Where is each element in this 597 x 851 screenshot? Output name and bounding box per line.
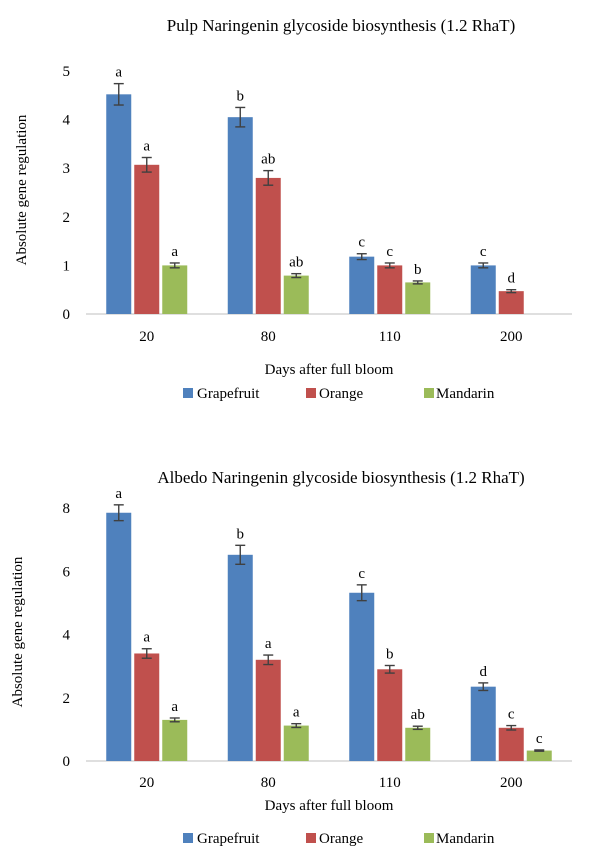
chart2-significance-label: b (386, 646, 394, 662)
chart2-significance-label: d (480, 664, 488, 680)
chart1-bar (227, 117, 253, 314)
chart1-significance-label: a (171, 244, 178, 260)
chart2-bar (106, 512, 132, 761)
chart2-ytick-label: 6 (63, 564, 71, 580)
chart2-significance-label: c (358, 566, 365, 582)
chart2-xtick-label: 110 (379, 775, 401, 791)
chart2-legend-swatch (306, 833, 316, 843)
chart2-bar (162, 719, 188, 761)
chart1-legend-swatch (424, 388, 434, 398)
chart1-significance-label: a (143, 139, 150, 155)
chart2-bar (134, 653, 160, 761)
chart2-legend-label: Grapefruit (197, 831, 260, 847)
chart1-ytick-label: 4 (63, 113, 71, 129)
chart1-ytick-label: 3 (63, 161, 71, 177)
chart1-bar (377, 265, 403, 314)
chart1-significance-label: c (386, 244, 393, 260)
chart2-bar (498, 727, 524, 761)
chart1-legend-label: Orange (319, 386, 363, 402)
chart2-bar (470, 686, 496, 761)
chart2-bar (227, 554, 253, 761)
chart1-bar (134, 164, 160, 314)
chart1-significance-label: c (358, 235, 365, 251)
chart2-significance-label: a (265, 636, 272, 652)
chart1-ylabel: Absolute gene regulation (14, 114, 30, 265)
chart1-bar (255, 177, 281, 314)
chart2-legend-swatch (183, 833, 193, 843)
chart1-title: Pulp Naringenin glycoside biosynthesis (… (167, 16, 515, 35)
chart1-xtick-label: 80 (261, 329, 276, 345)
chart2-significance-label: a (293, 705, 300, 721)
chart2-bar (255, 659, 281, 761)
chart2-bar (377, 669, 403, 761)
chart1-xlabel: Days after full bloom (265, 362, 394, 378)
chart2-legend-label: Orange (319, 831, 363, 847)
chart2-significance-label: a (171, 699, 178, 715)
chart1-bar (349, 256, 375, 314)
chart1-legend-label: Grapefruit (197, 386, 260, 402)
chart1-legend-label: Mandarin (436, 386, 495, 402)
chart2-bar (405, 727, 431, 761)
chart2-xtick-label: 200 (500, 775, 523, 791)
chart1-ytick-label: 2 (63, 210, 71, 226)
chart1-significance-label: ab (261, 152, 275, 168)
chart1-xtick-label: 110 (379, 329, 401, 345)
chart1-bar (283, 275, 309, 314)
chart1-xtick-label: 200 (500, 329, 523, 345)
chart1-bar (405, 282, 431, 314)
chart1-bar (470, 265, 496, 314)
chart1-significance-label: ab (289, 255, 303, 271)
chart1-xtick-label: 20 (139, 329, 154, 345)
chart2-bar (349, 592, 375, 761)
chart2-title: Albedo Naringenin glycoside biosynthesis… (157, 468, 524, 487)
chart1-ytick-label: 1 (63, 258, 71, 274)
chart2-significance-label: a (143, 630, 150, 646)
chart2-ylabel: Absolute gene regulation (10, 556, 26, 707)
chart2-ytick-label: 2 (63, 691, 71, 707)
chart1-significance-label: a (115, 65, 122, 81)
chart2-xlabel: Days after full bloom (265, 798, 394, 814)
chart2-ytick-label: 4 (63, 628, 71, 644)
chart2-significance-label: c (536, 731, 543, 747)
chart2-xtick-label: 80 (261, 775, 276, 791)
chart1-significance-label: b (237, 88, 245, 104)
chart2-significance-label: a (115, 486, 122, 502)
chart1-bar (498, 291, 524, 314)
chart1-ytick-label: 0 (63, 307, 71, 323)
chart2-ytick-label: 8 (63, 501, 71, 517)
chart1-bar (162, 265, 188, 314)
chart1-legend-swatch (183, 388, 193, 398)
chart1-significance-label: d (508, 271, 516, 287)
chart2-significance-label: b (237, 526, 245, 542)
chart2-ytick-label: 0 (63, 754, 71, 770)
chart1-significance-label: b (414, 262, 422, 278)
chart1-significance-label: c (480, 244, 487, 260)
chart2-bar (526, 750, 552, 761)
chart2-significance-label: ab (411, 707, 425, 723)
chart1-bar (106, 94, 132, 314)
chart1-ytick-label: 5 (63, 64, 71, 80)
chart2-legend-swatch (424, 833, 434, 843)
chart2-significance-label: c (508, 707, 515, 723)
chart2-bar (283, 725, 309, 761)
chart2-xtick-label: 20 (139, 775, 154, 791)
chart1-legend-swatch (306, 388, 316, 398)
chart2-legend-label: Mandarin (436, 831, 495, 847)
